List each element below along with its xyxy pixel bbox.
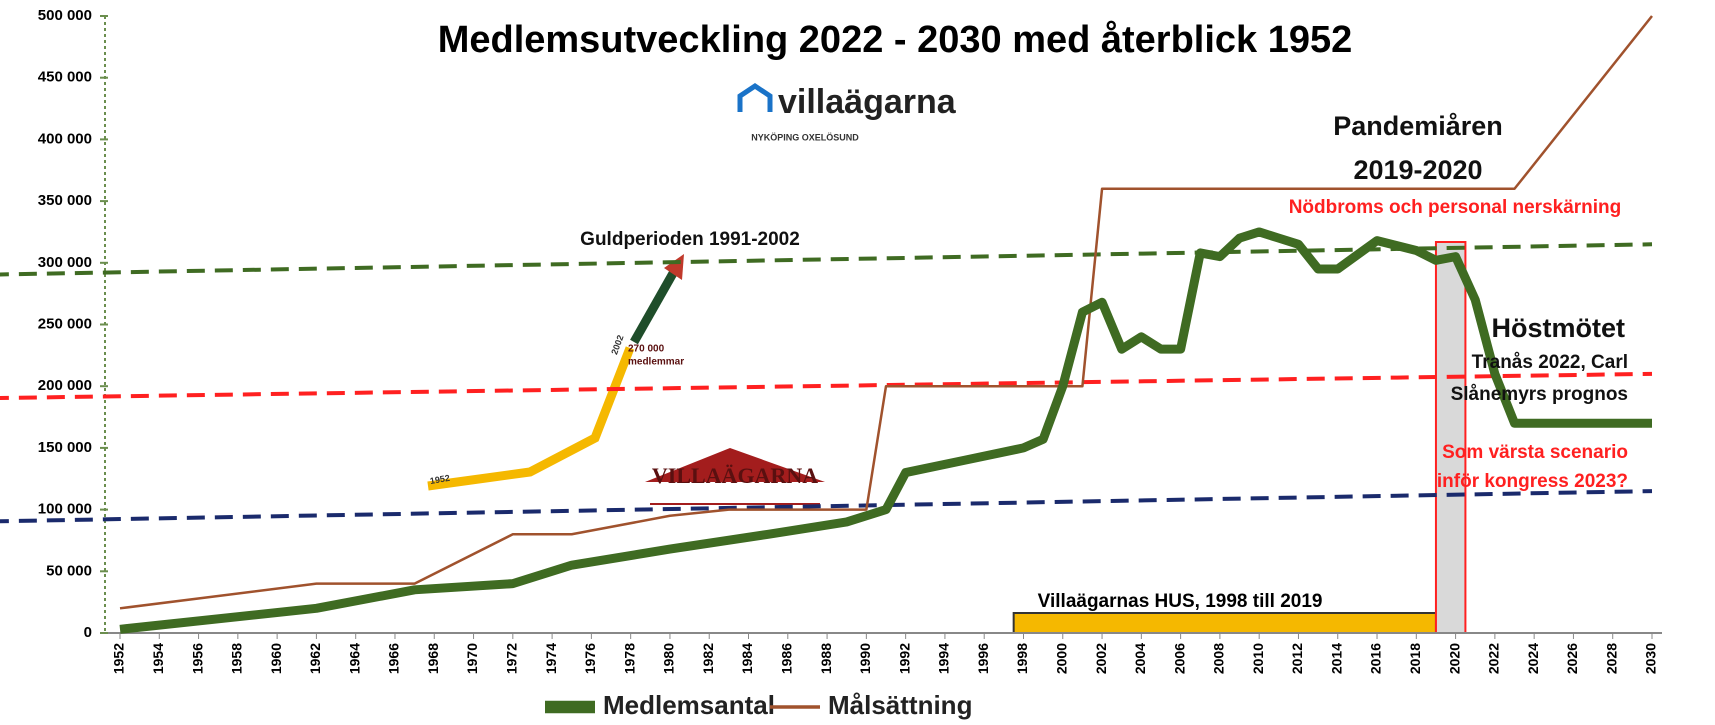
annotation: Slånemyrs prognos [1451,384,1628,405]
x-tick-label: 1996 [975,643,991,674]
x-tick-label: 2020 [1446,643,1462,674]
y-tick-label: 200 000 [38,377,92,394]
x-tick-label: 1982 [700,643,716,674]
annotation: 270 000 [628,344,665,355]
x-tick-label: 1962 [307,643,323,674]
x-tick-label: 2008 [1211,643,1227,674]
y-tick-label: 450 000 [38,69,92,86]
y-tick-label: 350 000 [38,192,92,209]
y-tick-label: 0 [84,624,92,641]
y-tick-label: 300 000 [38,254,92,271]
series-line [119,15,1653,610]
y-tick-label: 400 000 [38,130,92,147]
x-tick-label: 1972 [504,643,520,674]
chart-title: Medlemsutveckling 2022 - 2030 med återbl… [438,19,1353,61]
x-tick-label: 2010 [1250,643,1266,674]
annotation: 2002 [609,334,625,356]
trend-line [0,489,1653,524]
annotation: VILLAÄGARNA [652,463,818,488]
logo-roof [645,448,825,482]
x-tick-label: 2014 [1328,643,1344,674]
x-tick-label: 1990 [857,643,873,674]
inset-line [427,346,635,491]
x-tick-label: 1992 [896,643,912,674]
x-tick-label: 1988 [818,643,834,674]
x-tick-label: 1952 [111,643,127,674]
x-tick-label: 2028 [1603,643,1619,674]
x-tick-label: 1984 [739,643,755,674]
y-tick-label: 50 000 [46,562,92,579]
annotation: villaägarna [778,83,957,121]
x-tick-label: 1956 [189,643,205,674]
annotation: Guldperioden 1991-2002 [580,229,800,250]
x-tick-label: 2000 [1053,643,1069,674]
inset-arrow [630,265,680,345]
x-tick-label: 1954 [150,643,166,674]
span-label: Villaägarnas HUS, 1998 till 2019 [1038,591,1323,612]
annotation: Tranås 2022, Carl [1472,352,1628,373]
y-tick-label: 250 000 [38,315,92,332]
x-tick-label: 1960 [268,643,284,674]
x-tick-label: 1974 [543,643,559,674]
x-tick-label: 1964 [346,643,362,674]
annotation: Nödbroms och personal nerskärning [1289,197,1622,218]
x-tick-label: 1966 [386,643,402,674]
span-highlight [1434,241,1467,634]
x-tick-label: 1994 [936,643,952,674]
x-tick-label: 1978 [621,643,637,674]
x-tick-label: 2018 [1407,643,1423,674]
x-tick-label: 1958 [229,643,245,674]
y-tick-label: 500 000 [38,7,92,24]
trend-line [0,371,1653,400]
x-tick-label: 2026 [1564,643,1580,674]
x-tick-label: 2002 [1093,643,1109,674]
annotation: 1952 [429,473,450,486]
legend-label: Målsättning [828,690,972,720]
annotation: NYKÖPING OXELÖSUND [751,132,859,142]
x-tick-label: 2012 [1289,643,1305,674]
y-tick-label: 100 000 [38,501,92,518]
x-tick-label: 1980 [661,643,677,674]
x-tick-label: 1970 [464,643,480,674]
annotation: inför kongress 2023? [1437,471,1628,492]
x-tick-label: 1986 [778,643,794,674]
x-tick-label: 1976 [582,643,598,674]
legend-label: Medlemsantal [603,690,775,720]
annotation: Pandemiåren [1333,111,1503,141]
annotation: Som värsta scenario [1442,442,1628,463]
x-tick-label: 2030 [1643,643,1659,674]
x-tick-label: 1968 [425,643,441,674]
x-tick-label: 1998 [1014,643,1030,674]
series-line [119,227,1652,634]
x-tick-label: 2004 [1132,643,1148,674]
annotation: medlemmar [628,357,684,368]
x-tick-label: 2016 [1368,643,1384,674]
span-bar [1012,612,1437,634]
annotation: 2019-2020 [1353,155,1482,185]
x-tick-label: 2006 [1171,643,1187,674]
logo-icon [737,82,773,112]
annotation: Höstmötet [1492,313,1626,343]
y-tick-label: 150 000 [38,439,92,456]
x-tick-label: 2024 [1525,643,1541,674]
x-tick-label: 2022 [1486,643,1502,674]
